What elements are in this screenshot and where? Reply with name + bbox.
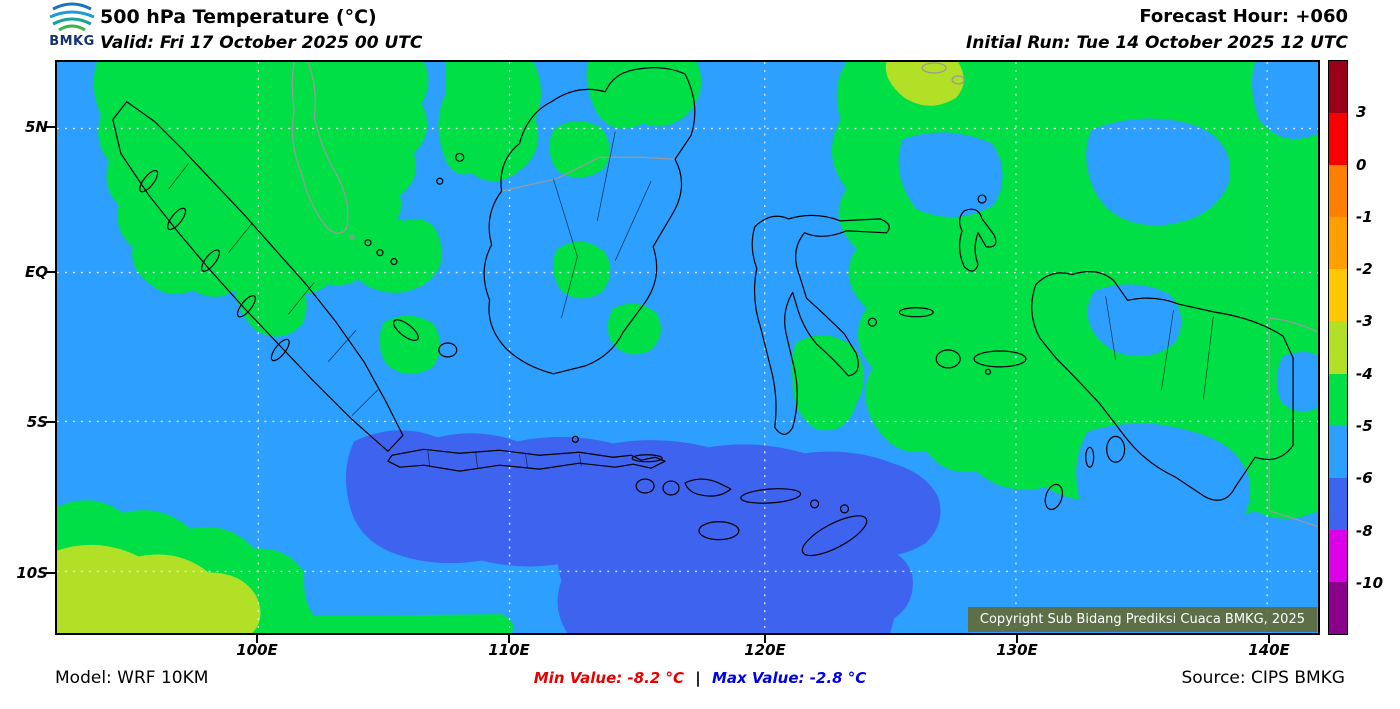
island-outlines: [139, 152, 1126, 557]
minmax-separator: |: [695, 669, 701, 687]
foreign-borders: [291, 62, 1318, 528]
bmkg-logo-icon: [49, 2, 95, 32]
lon-label: 120E: [744, 641, 786, 659]
colorbar-tick-label: -1: [1356, 208, 1373, 226]
axis-tick: [256, 635, 258, 643]
min-value-label: Min Value: -8.2 °C: [533, 669, 685, 687]
axis-tick: [46, 126, 55, 128]
axis-tick: [1268, 635, 1270, 643]
colorbar-segment: [1329, 217, 1347, 270]
lon-label: 110E: [488, 641, 530, 659]
axis-tick: [46, 271, 55, 273]
colorbar-tick-label: -5: [1356, 417, 1373, 435]
bmkg-logo-text: BMKG: [49, 34, 95, 49]
coastlines: [112, 67, 1294, 501]
axis-tick: [764, 635, 766, 643]
source-label: Source: CIPS BMKG: [1181, 668, 1345, 688]
colorbar-segment: [1329, 477, 1347, 530]
colorbar-tick-label: -4: [1356, 365, 1373, 383]
colorbar-segment: [1329, 165, 1347, 218]
colorbar-tick-label: -6: [1356, 469, 1373, 487]
max-value-label: Max Value: -2.8 °C: [711, 669, 867, 687]
colorbar-tick-label: -3: [1356, 312, 1373, 330]
colorbar-tick-label: -8: [1356, 522, 1373, 540]
lon-label: 100E: [236, 641, 278, 659]
lat-label: 10S: [16, 564, 48, 582]
temperature-colorbar: [1328, 60, 1348, 635]
lat-label: EQ: [25, 263, 48, 281]
model-label: Model: WRF 10KM: [55, 668, 209, 688]
colorbar-tick-label: 0: [1356, 156, 1367, 174]
bmkg-logo: BMKG: [44, 2, 100, 49]
map-area: Copyright Sub Bidang Prediksi Cuaca BMKG…: [55, 60, 1320, 635]
gridlines: [57, 62, 1318, 633]
axis-tick: [508, 635, 510, 643]
colorbar-segment: [1329, 425, 1347, 478]
colorbar-segment: [1329, 529, 1347, 582]
blue-patches: [898, 62, 1318, 550]
colorbar-tick-label: -2: [1356, 260, 1373, 278]
copyright-overlay: Copyright Sub Bidang Prediksi Cuaca BMKG…: [967, 607, 1317, 632]
province-borders: [168, 131, 1214, 470]
colorbar-tick-label: -10: [1356, 574, 1384, 592]
axis-tick: [46, 421, 55, 423]
forecast-hour: Forecast Hour: +060: [1139, 6, 1348, 27]
colorbar-segment: [1329, 373, 1347, 426]
colorbar-segment: [1329, 269, 1347, 322]
yellow-green-field: [57, 62, 964, 633]
colorbar-segment: [1329, 61, 1347, 114]
lat-label: 5S: [26, 413, 48, 431]
page-title: 500 hPa Temperature (°C): [100, 6, 377, 28]
initial-run: Initial Run: Tue 14 October 2025 12 UTC: [965, 33, 1348, 53]
axis-tick: [1016, 635, 1018, 643]
minmax-values: Min Value: -8.2 °C | Max Value: -2.8 °C: [300, 669, 1100, 687]
lon-label: 130E: [996, 641, 1038, 659]
axis-tick: [46, 572, 55, 574]
colorbar-segment: [1329, 321, 1347, 374]
colorbar-segment: [1329, 581, 1347, 635]
lon-label: 140E: [1248, 641, 1290, 659]
royal-blue-field: [345, 430, 941, 633]
colorbar-segment: [1329, 113, 1347, 166]
temperature-map: [57, 62, 1318, 633]
lat-label: 5N: [25, 118, 48, 136]
colorbar-tick-label: 3: [1356, 103, 1367, 121]
valid-time: Valid: Fri 17 October 2025 00 UTC: [100, 33, 423, 53]
